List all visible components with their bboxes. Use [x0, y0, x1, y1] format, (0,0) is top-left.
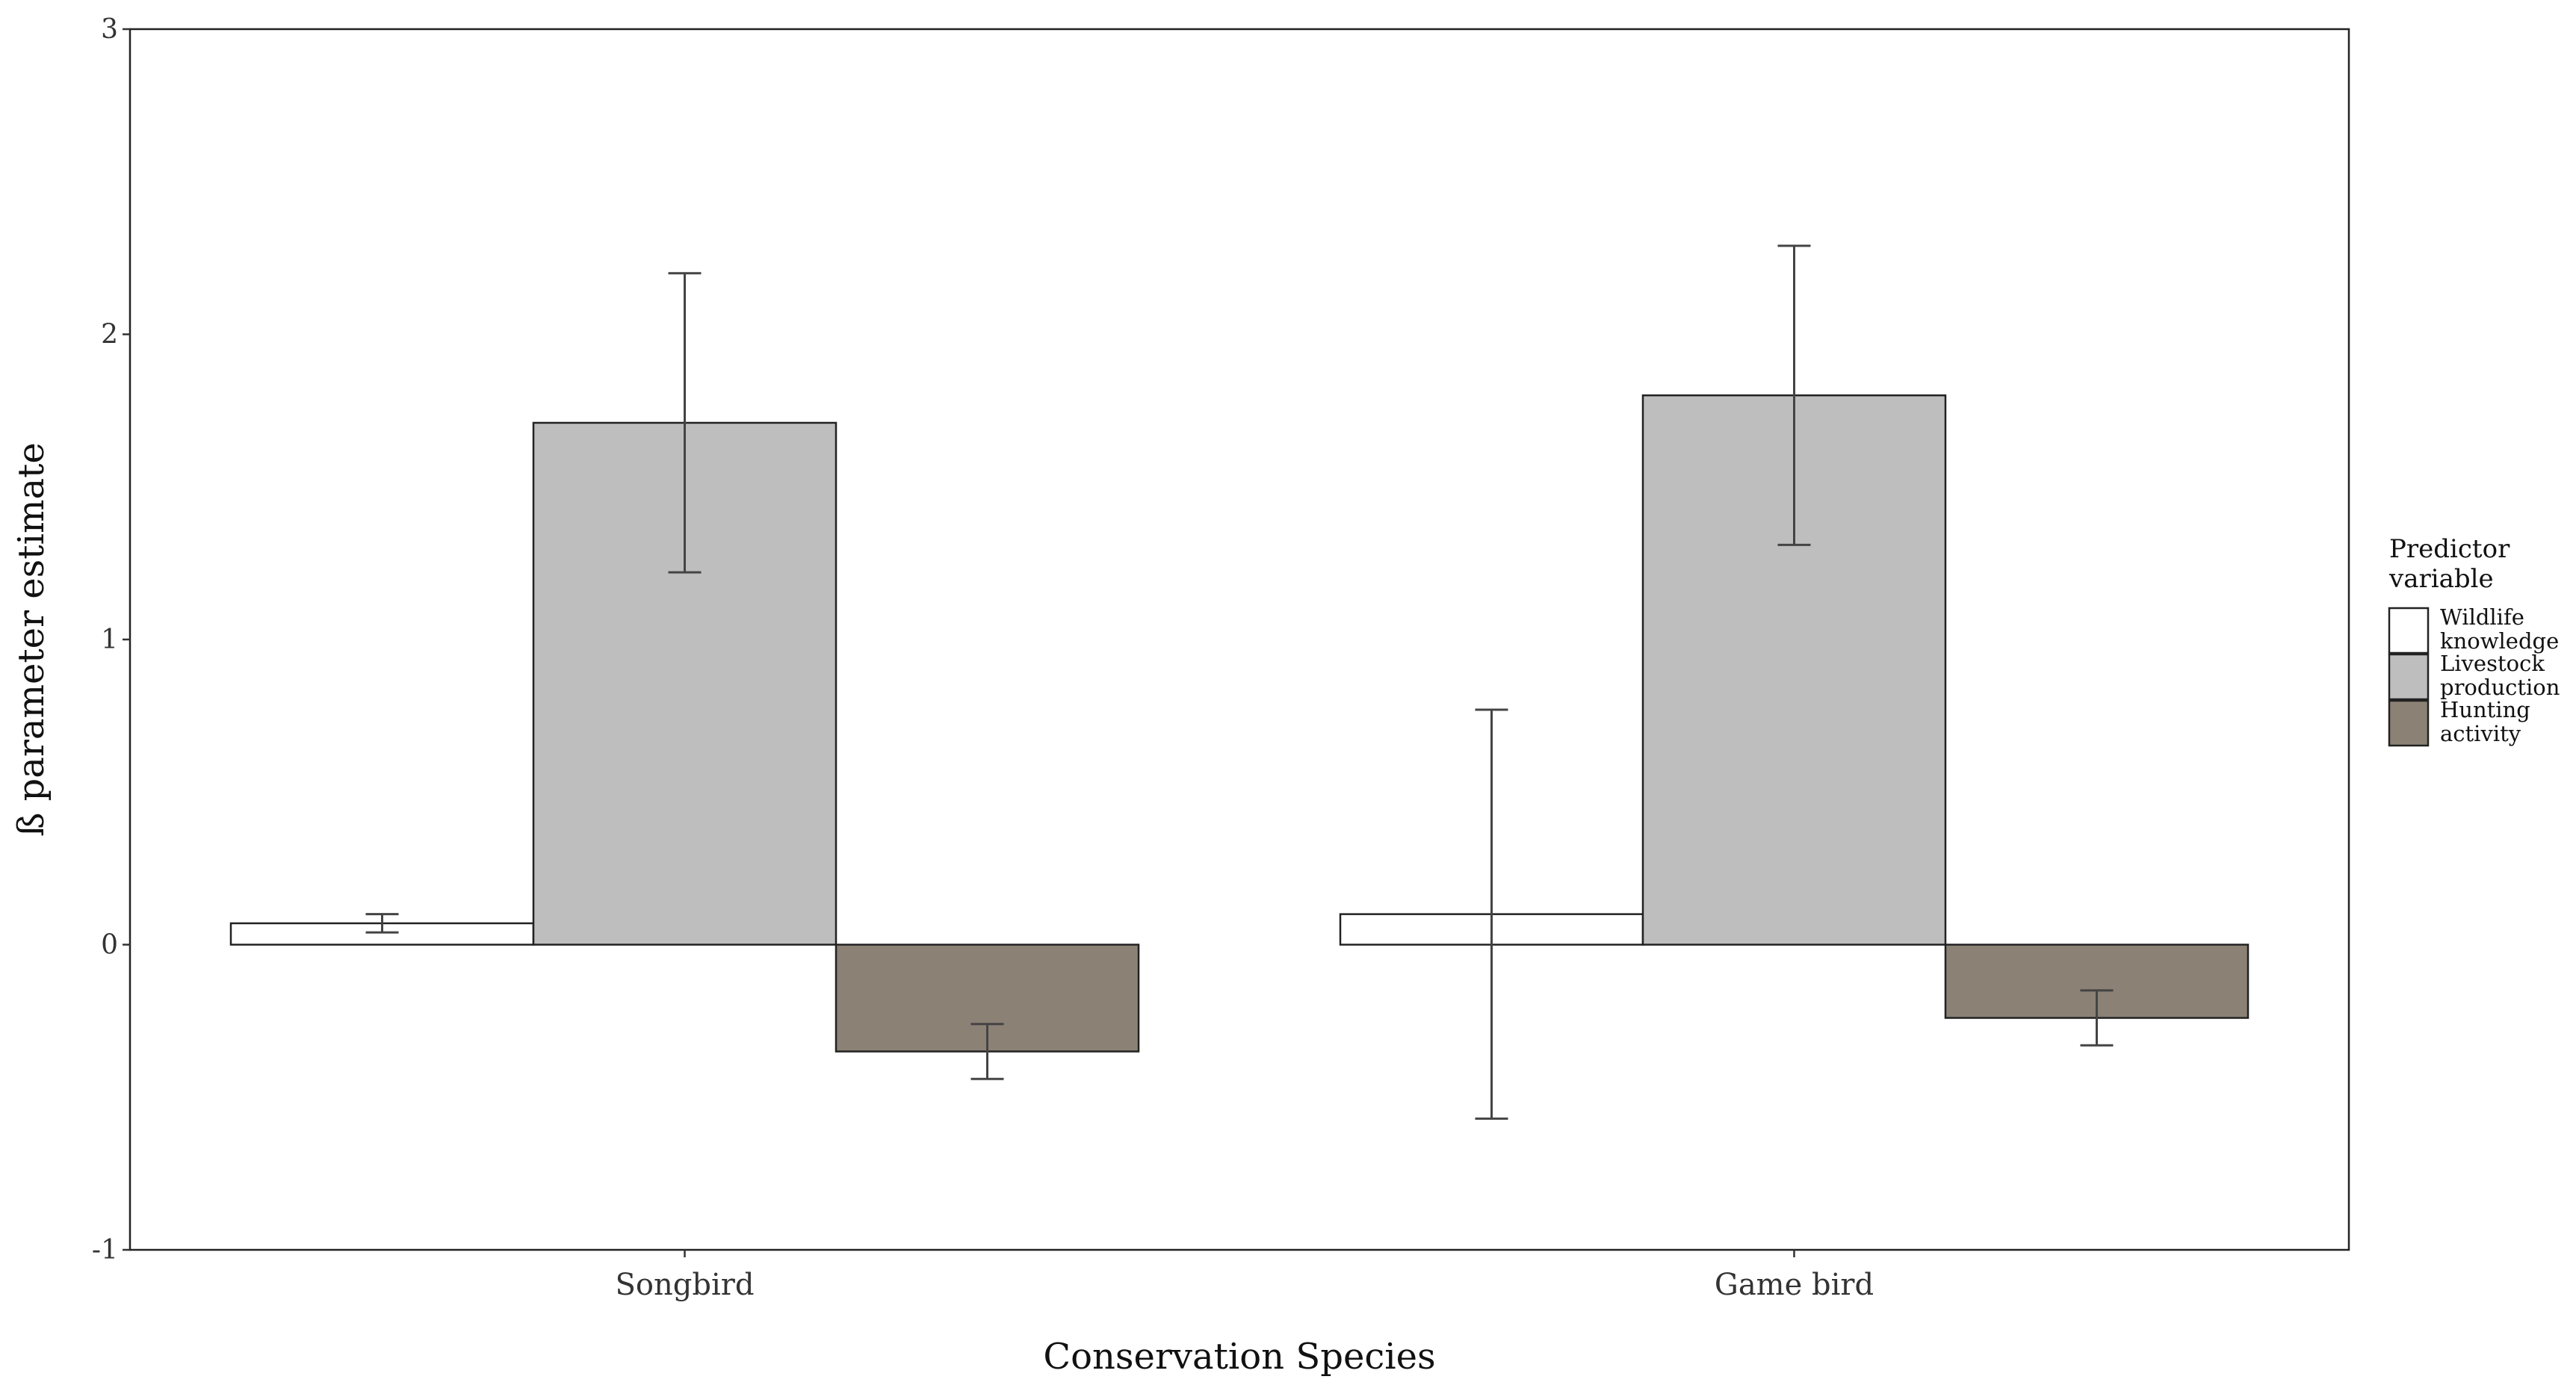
legend-label: activity	[2440, 721, 2521, 746]
legend-key-hunting-activity	[2388, 699, 2430, 747]
plot-panel	[129, 28, 2350, 1251]
y-tick-label: 3	[101, 14, 118, 45]
error-bars-group	[365, 244, 2114, 1120]
x-tick-label: Game bird	[1715, 1268, 1874, 1302]
legend-key-wildlife-knowledge	[2388, 607, 2430, 654]
legend-title: variable	[2388, 564, 2494, 594]
y-axis-title: ß parameter estimate	[10, 442, 52, 837]
x-axis-title: Conservation Species	[1043, 1336, 1435, 1378]
bars-group	[229, 394, 2250, 1053]
legend-label: Livestock	[2440, 651, 2545, 676]
legend-label: Hunting	[2440, 697, 2530, 722]
x-axis: Songbird Game bird	[616, 1250, 1874, 1302]
y-tick-label: -1	[92, 1235, 118, 1266]
y-tick-label: 0	[101, 930, 118, 961]
y-tick-label: 1	[101, 625, 118, 655]
y-axis: -1 0 1 2 3	[92, 14, 130, 1266]
legend-label: Wildlife	[2440, 604, 2524, 630]
x-tick-label: Songbird	[616, 1268, 755, 1302]
legend-title: Predictor	[2389, 534, 2510, 564]
legend-key-livestock-production	[2388, 653, 2430, 701]
y-tick-label: 2	[101, 320, 118, 350]
legend-label: production	[2440, 675, 2560, 700]
legend-label: knowledge	[2440, 628, 2559, 654]
bar-livestock-production-songbird	[532, 421, 837, 946]
